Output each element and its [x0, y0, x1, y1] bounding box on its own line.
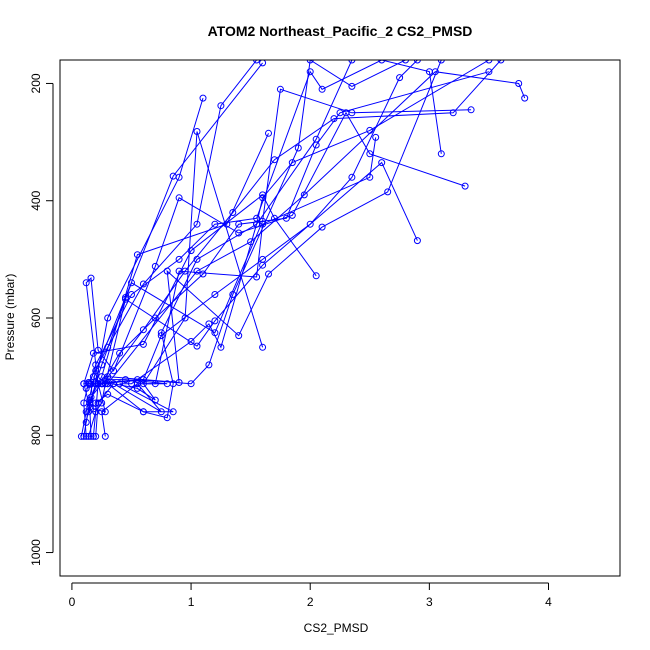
x-tick-label: 0 — [69, 595, 76, 609]
series-line — [89, 60, 501, 384]
chart-title: ATOM2 Northeast_Pacific_2 CS2_PMSD — [208, 23, 473, 39]
x-tick-label: 4 — [545, 595, 552, 609]
series-13 — [88, 57, 420, 400]
series-line — [84, 72, 525, 412]
y-tick-label: 800 — [29, 425, 43, 445]
x-tick-label: 3 — [426, 595, 433, 609]
series-layer — [78, 57, 527, 439]
series-line — [86, 113, 465, 437]
y-tick-label: 400 — [29, 190, 43, 210]
series-line — [91, 60, 417, 397]
y-axis-label: Pressure (mbar) — [3, 274, 17, 361]
series-10 — [93, 57, 355, 415]
x-tick-label: 1 — [188, 595, 195, 609]
series-16 — [86, 57, 504, 387]
y-tick-label: 200 — [29, 73, 43, 93]
y-tick-label: 600 — [29, 308, 43, 328]
series-5 — [90, 160, 420, 440]
series-line — [98, 60, 441, 384]
series-line — [93, 60, 405, 384]
series-4 — [81, 192, 319, 440]
x-axis-label: CS2_PMSD — [304, 621, 369, 635]
plot-frame — [60, 60, 620, 576]
x-tick-label: 2 — [307, 595, 314, 609]
y-tick-label: 1000 — [29, 539, 43, 566]
series-line — [86, 72, 489, 389]
